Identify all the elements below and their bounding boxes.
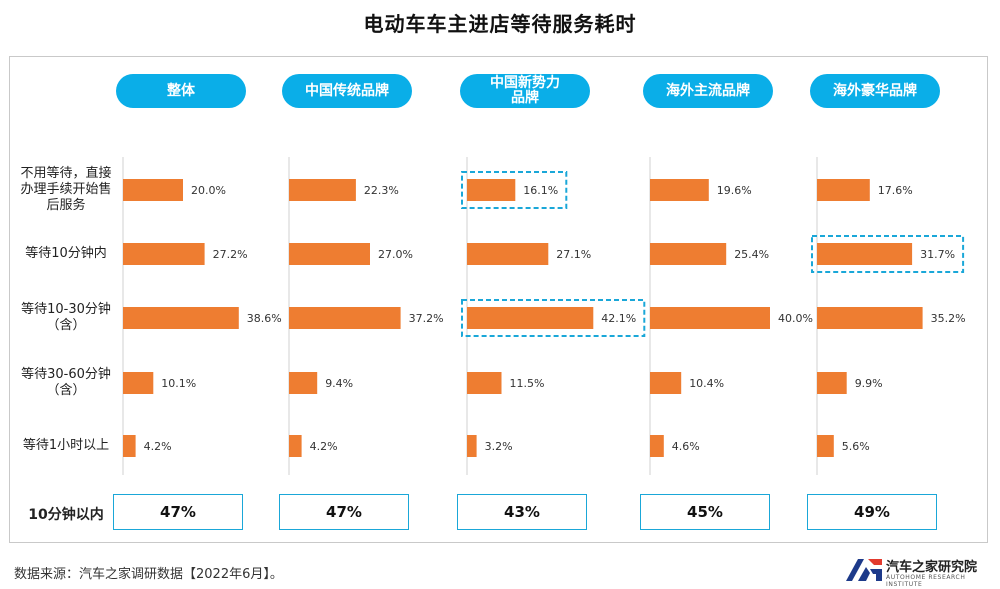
column-header: 整体 bbox=[116, 74, 246, 108]
column-header: 中国新势力 品牌 bbox=[460, 74, 590, 108]
bar bbox=[817, 372, 847, 394]
source-note: 数据来源：汽车之家调研数据【2022年6月】。 bbox=[14, 567, 283, 582]
bar bbox=[467, 179, 516, 201]
bar bbox=[650, 179, 709, 201]
summary-value: 47% bbox=[279, 494, 409, 530]
summary-value: 43% bbox=[457, 494, 587, 530]
bar bbox=[289, 243, 370, 265]
data-label: 35.2% bbox=[931, 312, 966, 325]
column-header: 海外豪华品牌 bbox=[810, 74, 940, 108]
bar bbox=[123, 435, 136, 457]
data-label: 38.6% bbox=[247, 312, 282, 325]
data-label: 27.1% bbox=[556, 248, 591, 261]
bar bbox=[289, 435, 302, 457]
data-label: 31.7% bbox=[920, 248, 955, 261]
data-label: 17.6% bbox=[878, 184, 913, 197]
data-label: 9.4% bbox=[325, 377, 353, 390]
data-label: 16.1% bbox=[523, 184, 558, 197]
data-label: 20.0% bbox=[191, 184, 226, 197]
bar bbox=[650, 372, 682, 394]
data-label: 3.2% bbox=[485, 440, 513, 453]
column-header: 海外主流品牌 bbox=[643, 74, 773, 108]
summary-value: 49% bbox=[807, 494, 937, 530]
data-label: 19.6% bbox=[717, 184, 752, 197]
bar bbox=[123, 372, 154, 394]
data-label: 40.0% bbox=[778, 312, 813, 325]
bar bbox=[817, 435, 834, 457]
bar bbox=[817, 307, 923, 329]
data-label: 42.1% bbox=[601, 312, 636, 325]
summary-label: 10分钟以内 bbox=[28, 507, 104, 523]
chart-title: 电动车车主进店等待服务耗时 bbox=[363, 12, 637, 36]
data-label: 5.6% bbox=[842, 440, 870, 453]
bar bbox=[467, 243, 549, 265]
bar bbox=[467, 435, 477, 457]
bar bbox=[650, 307, 770, 329]
bar bbox=[289, 307, 401, 329]
data-label: 4.2% bbox=[310, 440, 338, 453]
data-label: 11.5% bbox=[510, 377, 545, 390]
category-label: 等待10-30分钟 （含） bbox=[21, 302, 111, 333]
column-header: 中国传统品牌 bbox=[282, 74, 412, 108]
summary-value: 47% bbox=[113, 494, 243, 530]
data-label: 10.4% bbox=[689, 377, 724, 390]
bar bbox=[123, 307, 239, 329]
bar bbox=[650, 243, 727, 265]
summary-value: 45% bbox=[640, 494, 770, 530]
bar bbox=[123, 179, 183, 201]
bar bbox=[289, 372, 318, 394]
highlight-box bbox=[461, 171, 568, 209]
bar bbox=[467, 307, 594, 329]
data-label: 27.2% bbox=[213, 248, 248, 261]
chart-frame bbox=[9, 56, 988, 543]
category-label: 等待10分钟内 bbox=[25, 246, 107, 261]
bar bbox=[467, 372, 502, 394]
data-label: 10.1% bbox=[161, 377, 196, 390]
bar bbox=[817, 179, 870, 201]
bar bbox=[123, 243, 205, 265]
logo-subtext: AUTOHOME RESEARCH INSTITUTE bbox=[886, 574, 966, 588]
highlight-box bbox=[811, 235, 965, 273]
data-label: 22.3% bbox=[364, 184, 399, 197]
data-label: 4.6% bbox=[672, 440, 700, 453]
bar bbox=[817, 243, 913, 265]
category-label: 等待30-60分钟 （含） bbox=[21, 367, 111, 398]
category-label: 不用等待，直接 办理手续开始售 后服务 bbox=[20, 166, 112, 213]
data-label: 25.4% bbox=[734, 248, 769, 261]
data-label: 27.0% bbox=[378, 248, 413, 261]
bar bbox=[650, 435, 664, 457]
data-label: 37.2% bbox=[409, 312, 444, 325]
data-label: 4.2% bbox=[144, 440, 172, 453]
autohome-logo bbox=[846, 559, 882, 581]
highlight-box bbox=[461, 299, 646, 337]
category-label: 等待1小时以上 bbox=[22, 438, 110, 453]
data-label: 9.9% bbox=[855, 377, 883, 390]
logo-text: 汽车之家研究院 bbox=[886, 560, 978, 575]
bar bbox=[289, 179, 356, 201]
